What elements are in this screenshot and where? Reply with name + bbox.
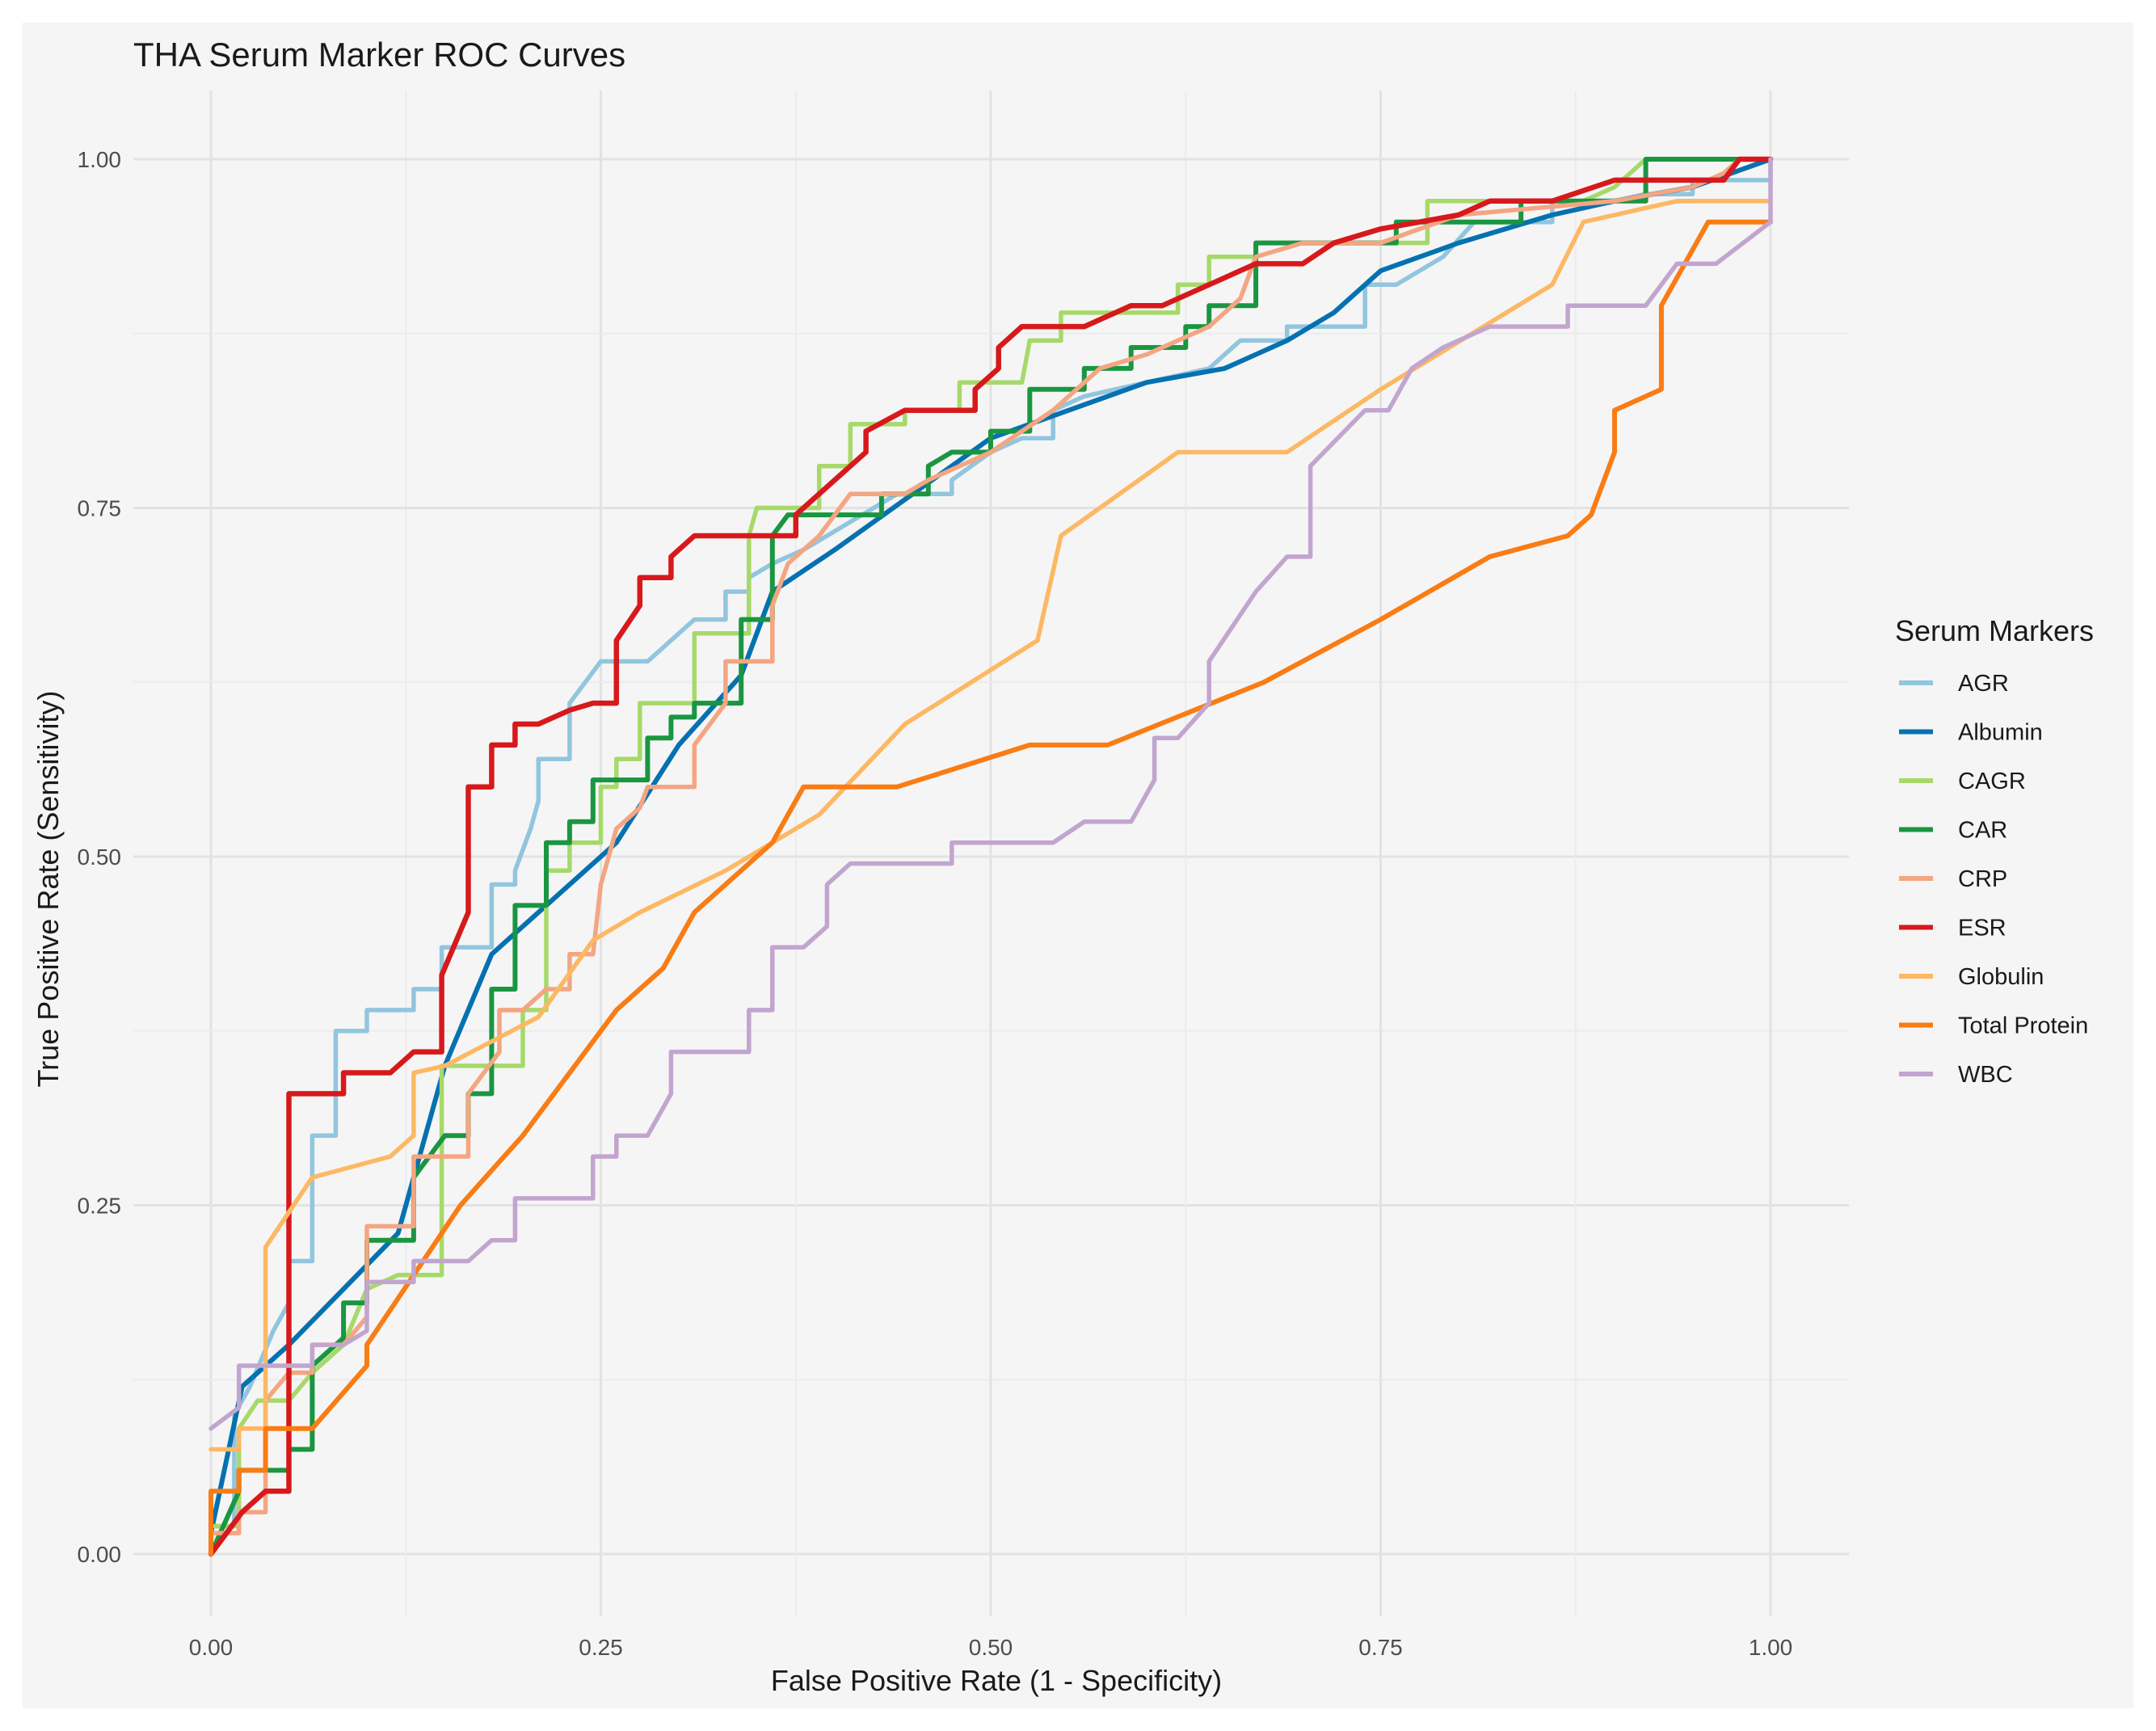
roc-curve-wbc <box>208 157 1773 1431</box>
legend-label-total-protein: Total Protein <box>1958 1013 2088 1039</box>
legend-title: Serum Markers <box>1895 614 2094 647</box>
chart-background <box>23 23 2133 1708</box>
roc-curve-agr <box>208 157 1773 1556</box>
axis-ticks: 0.00 0.25 0.50 0.75 1.00 0.00 0.25 0.50 0.75 1.00 <box>78 147 1793 1660</box>
x-tick-label: 1.00 <box>1749 1635 1793 1660</box>
legend-label-wbc: WBC <box>1958 1062 2013 1088</box>
x-tick-label: 0.25 <box>579 1635 623 1660</box>
roc-curves <box>208 156 1774 1557</box>
legend-label-crp: CRP <box>1958 866 2007 892</box>
legend-label-cagr: CAGR <box>1958 769 2026 794</box>
legend-label-albumin: Albumin <box>1958 720 2043 746</box>
x-axis-title: False Positive Rate (1 - Specificity) <box>771 1664 1222 1697</box>
y-tick-label: 1.00 <box>78 147 122 172</box>
legend-label-globulin: Globulin <box>1958 964 2044 990</box>
legend-label-car: CAR <box>1958 818 2007 844</box>
roc-curve-car <box>208 157 1773 1556</box>
x-tick-label: 0.00 <box>189 1635 234 1660</box>
roc-curve-esr <box>208 156 1774 1557</box>
roc-curve-total-protein <box>208 219 1773 1556</box>
y-tick-label: 0.75 <box>78 496 122 521</box>
grid-lines <box>133 91 1849 1616</box>
roc-curve-globulin <box>208 199 1773 1452</box>
y-tick-label: 0.50 <box>78 844 122 870</box>
legend-label-agr: AGR <box>1958 671 2009 697</box>
legend-label-esr: ESR <box>1958 916 2007 941</box>
y-tick-label: 0.00 <box>78 1542 122 1567</box>
x-tick-label: 0.50 <box>969 1635 1013 1660</box>
legend: Serum Markers AGR Albumin CAGR CAR CRP ESR Glo… <box>1895 614 2094 1088</box>
x-tick-label: 0.75 <box>1358 1635 1403 1660</box>
y-tick-label: 0.25 <box>78 1194 122 1219</box>
chart-title: THA Serum Marker ROC Curves <box>133 36 625 74</box>
y-axis-title: True Positive Rate (Sensitivity) <box>32 691 65 1088</box>
